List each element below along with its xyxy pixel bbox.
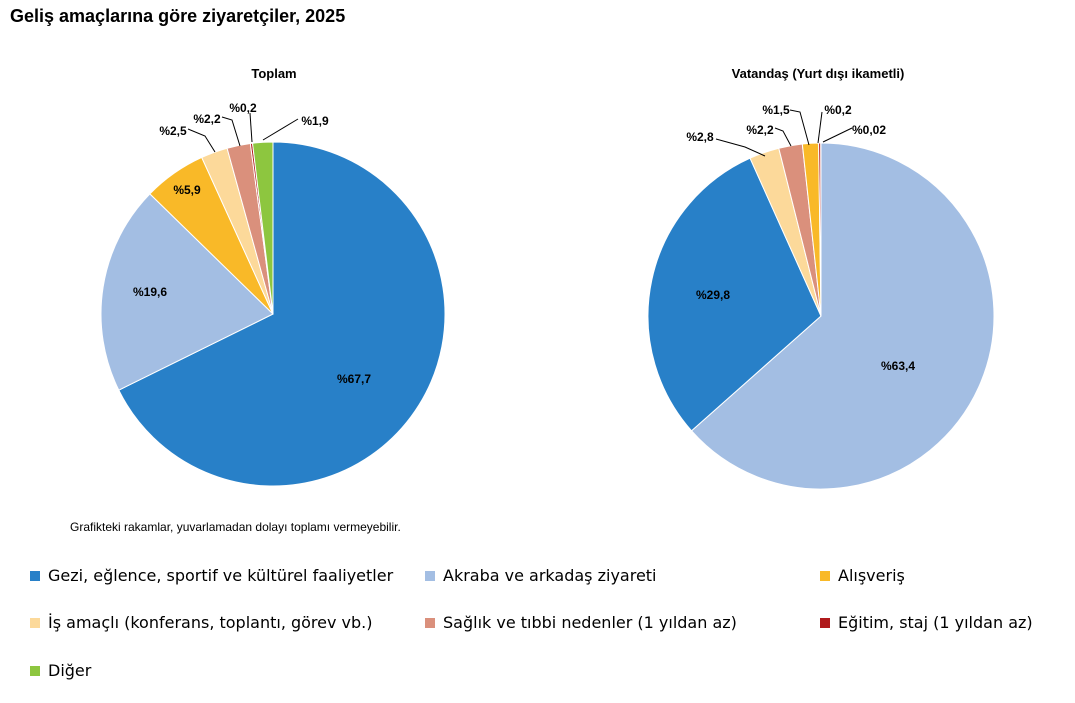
data-label: %0,2 — [229, 101, 257, 115]
footnote: Grafikteki rakamlar, yuvarlamadan dolayı… — [70, 520, 401, 534]
data-label: %1,5 — [762, 103, 790, 117]
leader-line — [187, 128, 216, 153]
leader-line — [262, 118, 299, 141]
legend-label: Alışveriş — [838, 566, 905, 585]
legend-label: Akraba ve arkadaş ziyareti — [443, 566, 657, 585]
data-label: %2,8 — [686, 130, 714, 144]
leader-line — [822, 127, 853, 143]
data-label: %2,2 — [193, 112, 221, 126]
data-label: %67,7 — [337, 372, 371, 386]
pie-title-toplam: Toplam — [251, 66, 297, 81]
data-label: %0,02 — [852, 123, 886, 137]
leader-line — [774, 127, 792, 147]
legend-swatch — [30, 570, 40, 581]
legend-swatch — [425, 570, 435, 581]
legend-label: İş amaçlı (konferans, toplantı, görev vb… — [48, 613, 373, 632]
leader-line — [789, 109, 810, 146]
data-label: %2,5 — [159, 124, 187, 138]
legend-item: İş amaçlı (konferans, toplantı, görev vb… — [30, 613, 373, 632]
pie-slice — [118, 141, 446, 487]
legend-item: Alışveriş — [820, 566, 905, 585]
legend-label: Sağlık ve tıbbi nedenler (1 yıldan az) — [443, 613, 737, 632]
legend-swatch — [820, 570, 830, 581]
pie-slice — [100, 193, 274, 391]
pie-slice — [251, 141, 274, 315]
legend-swatch — [30, 665, 40, 676]
legend-item: Diğer — [30, 661, 91, 680]
leader-line — [249, 112, 253, 143]
legend-item: Sağlık ve tıbbi nedenler (1 yıldan az) — [425, 613, 737, 632]
leader-line — [817, 111, 823, 144]
legend-label: Eğitim, staj (1 yıldan az) — [838, 613, 1033, 632]
legend-swatch — [30, 617, 40, 628]
legend-item: Gezi, eğlence, sportif ve kültürel faali… — [30, 566, 393, 585]
data-label: %1,9 — [301, 114, 329, 128]
legend-item: Akraba ve arkadaş ziyareti — [425, 566, 657, 585]
data-label: %0,2 — [824, 103, 852, 117]
data-label: %19,6 — [133, 285, 167, 299]
legend-item: Eğitim, staj (1 yıldan az) — [820, 613, 1033, 632]
leader-line — [221, 116, 241, 147]
data-label: %5,9 — [173, 183, 201, 197]
legend-swatch — [820, 617, 830, 628]
legend-label: Diğer — [48, 661, 92, 680]
data-label: %29,8 — [696, 288, 730, 302]
data-label: %63,4 — [881, 359, 915, 373]
legend-label: Gezi, eğlence, sportif ve kültürel faali… — [48, 566, 394, 585]
chart-title: Geliş amaçlarına göre ziyaretçiler, 2025 — [10, 6, 346, 26]
pie-slice — [647, 157, 822, 432]
pie-slice — [690, 142, 995, 490]
data-label: %2,2 — [746, 123, 774, 137]
legend: Gezi, eğlence, sportif ve kültürel faali… — [0, 560, 1075, 700]
legend-swatch — [425, 617, 435, 628]
leader-line — [715, 138, 766, 157]
pie-title-vatandas: Vatandaş (Yurt dışı ikametli) — [731, 66, 905, 81]
